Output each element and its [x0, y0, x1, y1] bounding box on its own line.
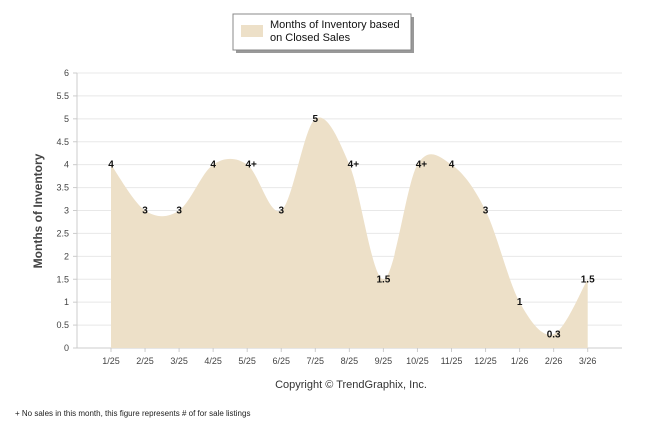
y-tick-label: 0.5 [56, 320, 69, 330]
y-tick-label: 5.5 [56, 91, 69, 101]
x-tick-label: 11/25 [441, 356, 463, 366]
data-label: 1.5 [376, 274, 390, 285]
data-label: 0.3 [547, 329, 561, 340]
y-tick-label: 2.5 [56, 228, 69, 238]
y-tick-label: 3.5 [56, 183, 69, 193]
x-tick-label: 4/25 [204, 356, 222, 366]
x-tick-label: 8/25 [341, 356, 359, 366]
legend-label-line2: on Closed Sales [270, 32, 351, 44]
y-tick-label: 0 [64, 343, 69, 353]
x-tick-label: 7/25 [307, 356, 325, 366]
y-tick-label: 4 [64, 160, 69, 170]
x-tick-label: 5/25 [238, 356, 256, 366]
legend-label-line1: Months of Inventory based [270, 19, 400, 31]
x-axis-ticks: 1/25 2/25 3/25 4/25 5/25 6/25 7/25 8/25 9/25 10/2… [102, 348, 596, 366]
copyright-text: Copyright © TrendGraphix, Inc. [275, 379, 427, 391]
x-tick-label: 1/25 [102, 356, 120, 366]
data-label: 3 [483, 206, 489, 217]
y-tick-label: 1 [64, 297, 69, 307]
y-tick-label: 1.5 [56, 274, 69, 284]
data-label: 4+ [348, 160, 360, 171]
data-label: 4+ [416, 160, 428, 171]
y-tick-label: 2 [64, 251, 69, 261]
x-tick-label: 3/25 [170, 356, 188, 366]
data-label: 1 [517, 297, 523, 308]
data-label: 3 [176, 206, 182, 217]
data-label: 4+ [245, 160, 257, 171]
y-tick-label: 5 [64, 114, 69, 124]
data-label: 3 [142, 206, 148, 217]
x-tick-label: 2/26 [545, 356, 563, 366]
y-axis-title: Months of Inventory [31, 153, 45, 268]
data-label: 4 [210, 160, 216, 171]
y-axis-ticks: 0 0.5 1 1.5 2 2.5 3 3.5 4 4.5 5 5.5 6 [56, 68, 77, 353]
x-tick-label: 12/25 [474, 356, 497, 366]
y-tick-label: 6 [64, 68, 69, 78]
x-tick-label: 9/25 [375, 356, 393, 366]
y-tick-label: 3 [64, 206, 69, 216]
data-label: 5 [313, 114, 319, 125]
x-tick-label: 6/25 [272, 356, 290, 366]
data-labels: 4 3 3 4 4+ 3 5 4+ 1.5 4+ 4 3 1 0.3 1.5 [108, 114, 595, 340]
data-label: 4 [108, 160, 114, 171]
footnote-text: + No sales in this month, this figure re… [15, 409, 250, 418]
x-tick-label: 1/26 [511, 356, 529, 366]
data-label: 3 [278, 206, 284, 217]
legend: Months of Inventory based on Closed Sale… [232, 13, 414, 53]
data-label: 4 [449, 160, 455, 171]
y-tick-label: 4.5 [56, 137, 69, 147]
plot-area [111, 117, 588, 348]
x-tick-label: 2/25 [136, 356, 154, 366]
legend-swatch [241, 25, 263, 37]
series-area [111, 117, 588, 348]
data-label: 1.5 [581, 274, 595, 285]
x-tick-label: 10/25 [406, 356, 429, 366]
x-tick-label: 3/26 [579, 356, 597, 366]
